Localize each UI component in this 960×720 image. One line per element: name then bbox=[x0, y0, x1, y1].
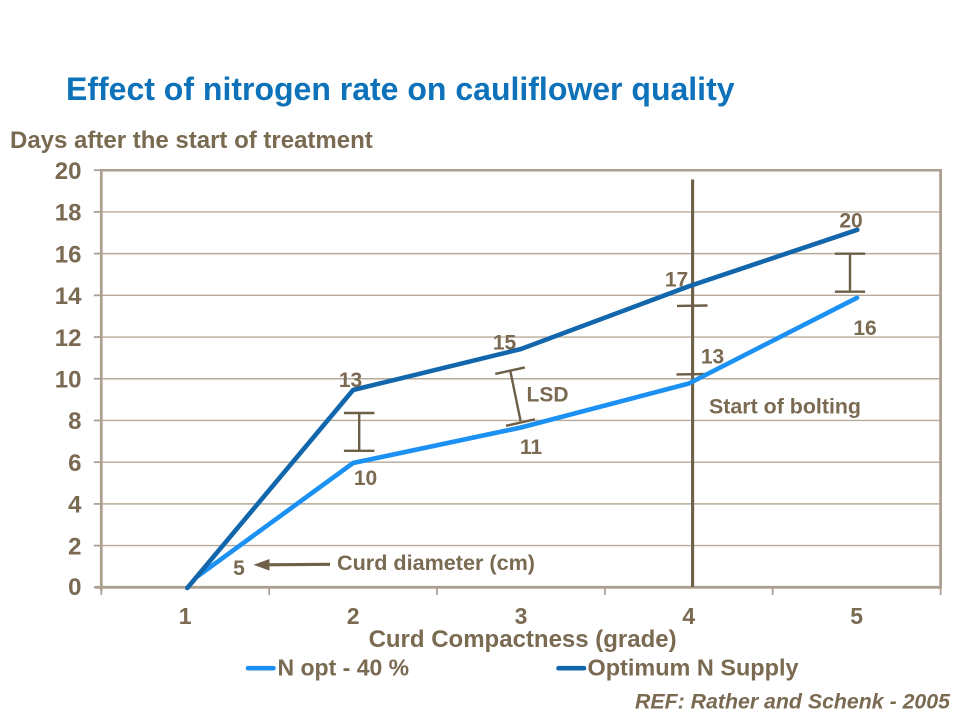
svg-text:0: 0 bbox=[68, 574, 81, 601]
svg-text:Start of bolting: Start of bolting bbox=[709, 396, 861, 419]
svg-text:6: 6 bbox=[68, 450, 81, 477]
svg-text:13: 13 bbox=[339, 369, 362, 392]
svg-text:10: 10 bbox=[354, 467, 377, 490]
svg-text:15: 15 bbox=[493, 332, 517, 355]
svg-text:Days after the start of treatm: Days after the start of treatment bbox=[10, 127, 373, 154]
svg-text:8: 8 bbox=[68, 408, 81, 435]
svg-text:Curd Compactness (grade): Curd Compactness (grade) bbox=[369, 626, 677, 653]
svg-text:Optimum N Supply: Optimum N Supply bbox=[588, 655, 799, 681]
svg-text:2: 2 bbox=[68, 533, 81, 560]
svg-text:LSD: LSD bbox=[527, 384, 569, 407]
svg-text:N opt - 40 %: N opt - 40 % bbox=[278, 655, 410, 681]
svg-text:5: 5 bbox=[233, 557, 245, 580]
svg-text:4: 4 bbox=[68, 492, 82, 519]
svg-text:14: 14 bbox=[55, 283, 82, 310]
svg-text:20: 20 bbox=[55, 158, 82, 185]
svg-text:16: 16 bbox=[853, 317, 876, 340]
svg-text:10: 10 bbox=[55, 367, 82, 394]
svg-text:REF: Rather and Schenk - 2005: REF: Rather and Schenk - 2005 bbox=[635, 690, 951, 714]
svg-text:18: 18 bbox=[55, 200, 82, 227]
svg-text:17: 17 bbox=[665, 269, 688, 292]
svg-text:4: 4 bbox=[682, 603, 695, 629]
svg-text:Effect of nitrogen rate on cau: Effect of nitrogen rate on cauliflower q… bbox=[66, 71, 735, 107]
svg-text:Curd diameter (cm): Curd diameter (cm) bbox=[337, 551, 535, 575]
svg-text:2: 2 bbox=[347, 603, 360, 629]
svg-text:12: 12 bbox=[55, 325, 82, 352]
svg-text:13: 13 bbox=[701, 346, 724, 369]
svg-text:16: 16 bbox=[55, 241, 82, 268]
svg-text:1: 1 bbox=[179, 603, 192, 629]
svg-text:3: 3 bbox=[515, 603, 528, 629]
svg-text:11: 11 bbox=[520, 436, 543, 459]
svg-text:20: 20 bbox=[839, 210, 862, 233]
svg-text:5: 5 bbox=[850, 603, 863, 629]
